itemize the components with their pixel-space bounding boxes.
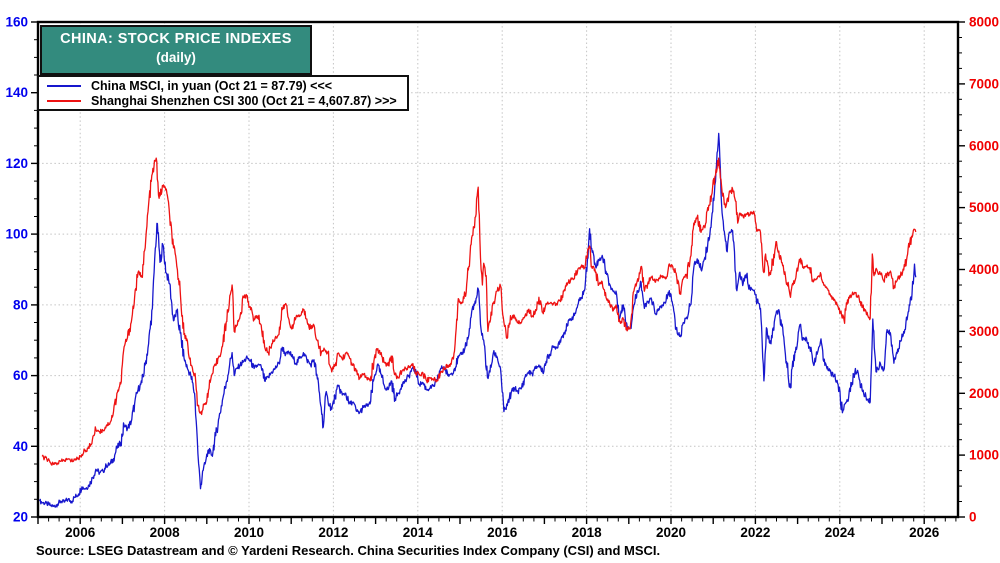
- x-tick-label: 2024: [825, 525, 856, 540]
- x-axis-labels: 2006 2008 2010 2012 2014 2016 2018 2020 2022 2024…: [65, 525, 940, 540]
- y-right-tick-label: 2000: [969, 386, 999, 401]
- legend-label-csi300: Shanghai Shenzhen CSI 300 (Oct 21 = 4,60…: [91, 93, 397, 108]
- y-left-tick-label: 160: [5, 15, 28, 30]
- y-left-tick-label: 140: [5, 85, 28, 100]
- x-tick-label: 2022: [740, 525, 770, 540]
- y-right-tick-label: 7000: [969, 76, 999, 91]
- msci-line: [39, 132, 917, 508]
- y-right-tick-label: 5000: [969, 200, 999, 215]
- x-tick-label: 2016: [487, 525, 518, 540]
- y-left-tick-label: 40: [13, 439, 28, 454]
- y-left-tick-label: 60: [13, 368, 28, 383]
- y-left-labels: 20 40 60 80 100 120 140 160: [5, 15, 28, 525]
- source-note: Source: LSEG Datastream and © Yardeni Re…: [36, 543, 661, 558]
- legend: China MSCI, in yuan (Oct 21 = 87.79) <<<…: [37, 75, 409, 111]
- y-right-tick-label: 0: [969, 510, 977, 525]
- y-left-tick-label: 100: [5, 227, 28, 242]
- legend-label-msci: China MSCI, in yuan (Oct 21 = 87.79) <<<: [91, 78, 333, 93]
- y-right-tick-label: 3000: [969, 324, 999, 339]
- x-tick-label: 2010: [234, 525, 264, 540]
- y-right-labels: 0 1000 2000 3000 4000 5000 6000 7000 8000: [969, 15, 999, 525]
- chart-title: CHINA: STOCK PRICE INDEXES: [60, 31, 292, 47]
- y-left-tick-label: 20: [13, 510, 28, 525]
- csi300-line: [41, 157, 917, 466]
- csi300-line-swatch: [47, 99, 81, 102]
- x-tick-label: 2014: [403, 525, 434, 540]
- chart-title-box: CHINA: STOCK PRICE INDEXES (daily): [40, 25, 312, 75]
- x-tick-label: 2006: [65, 525, 96, 540]
- legend-item-msci: China MSCI, in yuan (Oct 21 = 87.79) <<<: [39, 78, 407, 93]
- x-tick-label: 2020: [656, 525, 686, 540]
- y-right-tick-label: 1000: [969, 448, 999, 463]
- msci-line-swatch: [47, 84, 81, 87]
- y-right-tick-label: 6000: [969, 138, 999, 153]
- y-right-tick-label: 8000: [969, 15, 999, 30]
- chart-subtitle: (daily): [156, 50, 196, 65]
- y-right-tick-label: 4000: [969, 262, 999, 277]
- y-left-tick-label: 80: [13, 297, 28, 312]
- x-tick-label: 2012: [318, 525, 348, 540]
- y-left-tick-label: 120: [5, 156, 28, 171]
- x-tick-label: 2008: [150, 525, 181, 540]
- plot-frame: [36, 20, 960, 519]
- legend-item-csi300: Shanghai Shenzhen CSI 300 (Oct 21 = 4,60…: [39, 93, 407, 108]
- x-tick-label: 2018: [572, 525, 603, 540]
- x-tick-label: 2026: [909, 525, 940, 540]
